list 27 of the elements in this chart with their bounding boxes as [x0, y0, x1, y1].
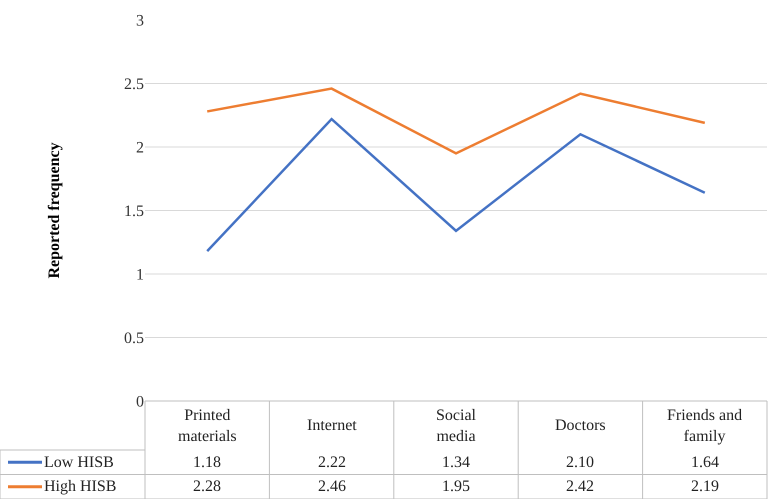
- x-tick-label: Social media: [436, 407, 477, 445]
- y-tick-label: 3: [136, 12, 144, 30]
- data-label: 2.28: [193, 478, 221, 495]
- data-label: 1.95: [442, 478, 470, 495]
- y-axis-title: Reported frequency: [46, 142, 63, 279]
- y-tick-label: 0.5: [124, 330, 144, 348]
- y-tick-label: 2: [136, 140, 144, 157]
- line-series: [206, 118, 706, 252]
- data-label: 2.46: [318, 478, 346, 495]
- y-tick-label: 1.5: [124, 203, 144, 220]
- data-label: 2.22: [318, 454, 346, 471]
- line-series: [206, 87, 706, 155]
- y-tick-label: 0: [136, 394, 144, 411]
- y-tick-label: 1: [136, 266, 144, 284]
- data-label: 1.64: [691, 454, 719, 471]
- data-label: 2.42: [566, 478, 594, 495]
- x-tick-label: Printed materials: [178, 407, 237, 445]
- data-label: 1.34: [442, 454, 470, 471]
- x-tick-label: Doctors: [555, 417, 606, 434]
- legend-label: High HISB: [44, 478, 116, 495]
- y-tick-label: 2.5: [124, 76, 144, 94]
- data-label: 1.18: [193, 454, 221, 471]
- legend-label: Low HISB: [44, 454, 114, 471]
- data-label: 2.10: [566, 454, 594, 471]
- x-tick-label: Internet: [307, 417, 358, 434]
- data-label: 2.19: [691, 478, 719, 495]
- x-tick-label: Friends and family: [667, 407, 742, 445]
